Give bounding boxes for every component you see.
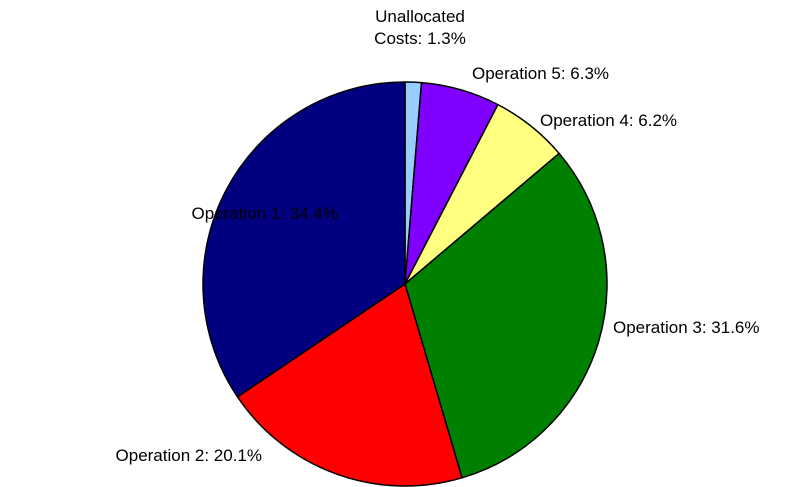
slice-label: Operation 5: 6.3% xyxy=(472,64,609,83)
pie-slice xyxy=(404,152,608,479)
slice-label: Operation 4: 6.2% xyxy=(540,111,677,130)
slice-label: Operation 2: 20.1% xyxy=(116,446,262,465)
slice-label: Operation 1: 34.4% xyxy=(192,204,338,223)
slice-label: Operation 3: 31.6% xyxy=(613,318,759,337)
slice-label: Unallocated Costs: 1.3% xyxy=(374,7,466,48)
pie-slice xyxy=(202,81,406,398)
pie-slice xyxy=(236,283,463,487)
